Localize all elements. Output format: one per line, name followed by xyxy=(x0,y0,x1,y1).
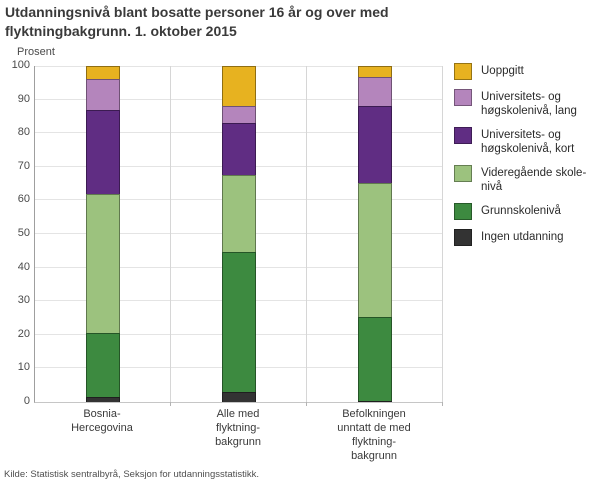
category-separator xyxy=(306,66,307,402)
bar-segment xyxy=(86,109,120,194)
x-category-label: Alle med flyktning- bakgrunn xyxy=(215,408,261,448)
bar-segment xyxy=(86,193,120,334)
y-tick-label: 30 xyxy=(17,294,30,307)
legend-item: Videregående skole- nivå xyxy=(454,165,606,194)
x-category-label: Befolkningen unntatt de med flyktning- b… xyxy=(337,408,411,462)
bar-segment xyxy=(86,66,120,80)
legend-swatch xyxy=(454,165,472,182)
stacked-bar xyxy=(358,65,392,402)
x-category-label: Bosnia- Hercegovina xyxy=(71,408,133,434)
bar-segment xyxy=(222,66,256,107)
stacked-bar xyxy=(222,66,256,402)
legend-item: Universitets- og høgskolenivå, lang xyxy=(454,89,606,118)
legend-label: Videregående skole- nivå xyxy=(481,167,587,193)
category-separator xyxy=(170,66,171,402)
legend-item: Uoppgitt xyxy=(454,63,606,80)
y-tick-label: 20 xyxy=(17,327,30,340)
x-axis-tick xyxy=(170,402,171,406)
bar-segment xyxy=(358,317,392,401)
y-tick-label: 60 xyxy=(17,193,30,206)
plot-area xyxy=(34,65,443,406)
legend-label: Universitets- og høgskolenivå, lang xyxy=(481,91,577,117)
y-tick-label: 80 xyxy=(17,126,30,139)
bar-segment xyxy=(222,106,256,124)
bar-segment xyxy=(358,65,392,78)
bar-segment xyxy=(222,175,256,253)
y-axis-labels: 0 10 20 30 40 50 60 70 80 90 100 xyxy=(0,0,30,488)
y-tick-label: 10 xyxy=(17,361,30,374)
stacked-bar xyxy=(86,66,120,402)
bar-segment xyxy=(222,391,256,402)
y-tick-label: 0 xyxy=(23,395,30,407)
y-tick-label: 90 xyxy=(17,92,30,105)
legend-swatch xyxy=(454,229,472,246)
legend-swatch xyxy=(454,127,472,144)
y-tick-label: 100 xyxy=(11,59,30,71)
legend-swatch xyxy=(454,203,472,220)
bar-segment xyxy=(222,123,256,176)
bar-segment xyxy=(358,183,392,317)
bar-segment xyxy=(358,401,392,402)
bar-segment xyxy=(358,106,392,184)
bar-segment xyxy=(86,79,120,110)
legend-swatch xyxy=(454,89,472,106)
legend-item: Universitets- og høgskolenivå, kort xyxy=(454,127,606,156)
y-tick-label: 50 xyxy=(17,227,30,239)
bar-segment xyxy=(86,333,120,397)
legend-item: Ingen utdanning xyxy=(454,229,606,246)
legend-label: Uoppgitt xyxy=(481,65,524,77)
bar-segment xyxy=(358,77,392,107)
legend-label: Universitets- og høgskolenivå, kort xyxy=(481,129,575,155)
legend-label: Grunnskolenivå xyxy=(481,205,561,217)
legend: Uoppgitt Universitets- og høgskolenivå, l… xyxy=(454,63,606,246)
y-axis-unit-label: Prosent xyxy=(17,46,55,58)
bar-segment xyxy=(86,396,120,402)
legend-label: Ingen utdanning xyxy=(481,231,564,243)
source-note: Kilde: Statistisk sentralbyrå, Seksjon f… xyxy=(4,469,260,480)
legend-item: Grunnskolenivå xyxy=(454,203,606,220)
x-axis-tick xyxy=(306,402,307,406)
y-tick-label: 40 xyxy=(17,260,30,273)
x-axis-tick xyxy=(442,402,443,406)
chart-title: Utdanningsnivå blant bosatte personer 16… xyxy=(5,4,389,39)
legend-swatch xyxy=(454,63,472,80)
category-separator xyxy=(442,66,443,402)
bar-segment xyxy=(222,252,256,392)
y-tick-label: 70 xyxy=(17,159,30,172)
